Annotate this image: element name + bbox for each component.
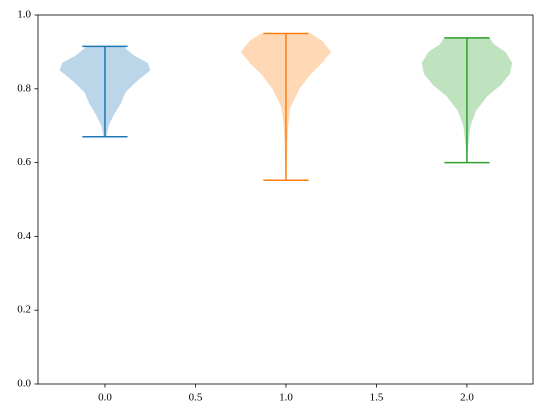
x-tick-label: 0.5 [189, 392, 203, 404]
y-tick-label: 0.8 [17, 82, 31, 94]
y-tick-label: 0.4 [17, 230, 31, 242]
y-tick-label: 1.0 [17, 9, 31, 21]
y-tick-label: 0.6 [17, 156, 31, 168]
x-tick-label: 1.0 [279, 392, 293, 404]
x-tick-label: 1.5 [370, 392, 384, 404]
y-tick-label: 0.0 [17, 378, 31, 390]
x-tick-label: 0.0 [98, 392, 112, 404]
x-tick-label: 2.0 [460, 392, 474, 404]
y-tick-label: 0.2 [17, 304, 31, 316]
plot-frame [37, 14, 534, 385]
